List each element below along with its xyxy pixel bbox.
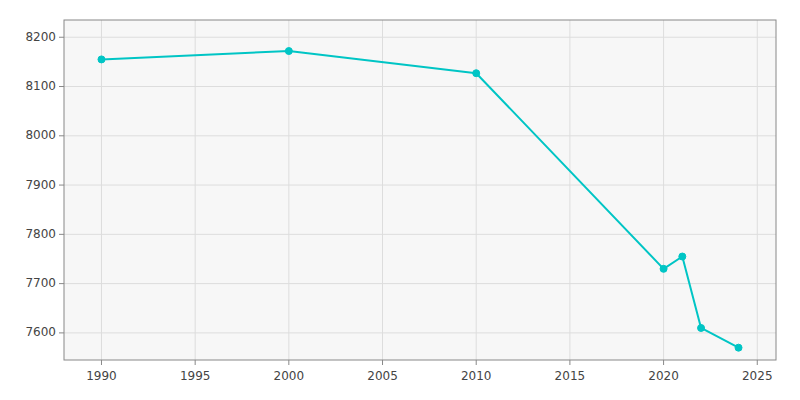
y-grid-line	[64, 135, 776, 136]
x-tick-label: 2020	[648, 369, 679, 383]
y-grid-line	[64, 332, 776, 333]
y-grid-line	[64, 37, 776, 38]
y-tick-label: 7800	[25, 227, 56, 241]
chart: 7600 7700 7800 7900 8000 8100 8200 1990 1995 2000…	[0, 0, 800, 400]
plot-frame	[64, 20, 776, 360]
plot-background	[64, 20, 776, 360]
x-tick	[195, 360, 196, 365]
x-grid-line	[569, 20, 570, 360]
y-tick-label: 7900	[25, 178, 56, 192]
y-grid-line	[64, 234, 776, 235]
y-tick	[59, 185, 64, 186]
y-tick-label: 8000	[25, 128, 56, 142]
y-tick-label: 8100	[25, 79, 56, 93]
grid	[64, 20, 776, 360]
point	[660, 265, 667, 272]
x-grid-line	[288, 20, 289, 360]
y-grid-line	[64, 86, 776, 87]
y-tick	[59, 283, 64, 284]
point	[698, 324, 705, 331]
x-tick	[476, 360, 477, 365]
x-tick-label: 2010	[461, 369, 492, 383]
y-grid-line	[64, 185, 776, 186]
series	[98, 48, 742, 352]
point	[735, 344, 742, 351]
x-tick	[757, 360, 758, 365]
x-grid-line	[195, 20, 196, 360]
point	[473, 70, 480, 77]
line	[101, 51, 738, 348]
x-tick-label: 1995	[180, 369, 211, 383]
x-tick-label: 2005	[367, 369, 398, 383]
y-tick-label: 8200	[25, 30, 56, 44]
x-tick	[663, 360, 664, 365]
x-grid-line	[382, 20, 383, 360]
y-tick-label: 7600	[25, 325, 56, 339]
y-grid-line	[64, 283, 776, 284]
point	[98, 56, 105, 63]
x-grid-line	[757, 20, 758, 360]
y-tick	[59, 234, 64, 235]
x-tick-label: 2015	[555, 369, 586, 383]
y-tick	[59, 135, 64, 136]
point	[679, 253, 686, 260]
y-tick	[59, 86, 64, 87]
y-tick	[59, 37, 64, 38]
axes: 7600 7700 7800 7900 8000 8100 8200 1990 1995 2000…	[25, 30, 772, 383]
x-tick-label: 2025	[742, 369, 773, 383]
chart-container: 7600 7700 7800 7900 8000 8100 8200 1990 1995 2000…	[0, 0, 800, 400]
x-tick	[288, 360, 289, 365]
y-tick-label: 7700	[25, 276, 56, 290]
x-tick	[101, 360, 102, 365]
point	[285, 48, 292, 55]
y-tick	[59, 332, 64, 333]
x-tick-label: 1990	[86, 369, 117, 383]
x-tick	[382, 360, 383, 365]
x-grid-line	[101, 20, 102, 360]
x-tick	[569, 360, 570, 365]
x-grid-line	[663, 20, 664, 360]
x-tick-label: 2000	[274, 369, 305, 383]
